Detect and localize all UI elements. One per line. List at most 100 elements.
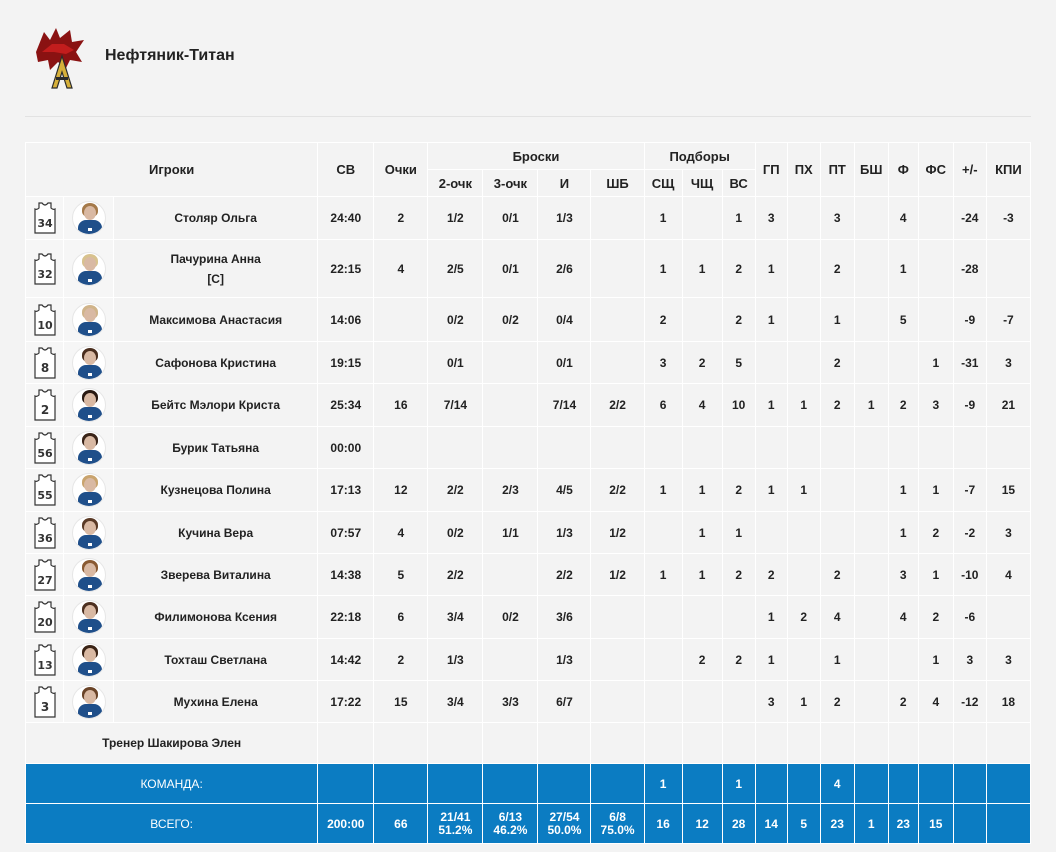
- stat-fg2: 0/1: [427, 341, 484, 384]
- stat-blk: [853, 341, 889, 384]
- player-row[interactable]: 36 Кучина Вера 07:57 4 0/2 1/1 1/3 1/2 1 1 1 2 -2 3: [24, 511, 1032, 554]
- player-name[interactable]: Столяр Ольга: [174, 211, 257, 225]
- fd-header[interactable]: ФС: [917, 142, 954, 197]
- stat-ft: [590, 297, 645, 342]
- avatar[interactable]: [71, 600, 106, 634]
- players-header[interactable]: Игроки: [24, 142, 319, 197]
- stat-pts: 6: [373, 595, 429, 639]
- player-name-cell[interactable]: Тохташ Светлана: [113, 638, 319, 681]
- ast-header[interactable]: ГП: [754, 142, 788, 197]
- stat-ft: 2/2: [590, 468, 645, 512]
- jersey-number: 34: [24, 196, 65, 240]
- avatar[interactable]: [71, 684, 106, 719]
- treb-header[interactable]: ВС: [721, 169, 756, 197]
- stl-header[interactable]: ПХ: [786, 142, 821, 197]
- dreb-header[interactable]: ЧЩ: [681, 169, 723, 197]
- ft-header[interactable]: ШБ: [590, 169, 645, 197]
- stat-pts: [373, 426, 429, 469]
- stat-treb: 2: [721, 553, 756, 596]
- stat-oreb: [643, 426, 683, 469]
- player-name-cell[interactable]: Пачурина Анна [C]: [113, 239, 319, 298]
- jersey-number-text: 2: [40, 403, 48, 417]
- player-name[interactable]: Пачурина Анна: [170, 251, 261, 266]
- stat-tov: 2: [819, 239, 855, 298]
- stat-dreb: 2: [681, 638, 723, 681]
- player-name[interactable]: Кузнецова Полина: [160, 483, 271, 497]
- player-name-cell[interactable]: Филимонова Ксения: [113, 595, 319, 639]
- player-name[interactable]: Тохташ Светлана: [164, 652, 267, 667]
- fg-header[interactable]: И: [537, 169, 592, 197]
- stat-ast: 1: [754, 383, 788, 427]
- player-row[interactable]: 20 Филимонова Ксения 22:18 6 3/4 0/2 3/6 1 2 4 4 2-…: [24, 595, 1032, 639]
- avatar[interactable]: [71, 515, 106, 550]
- player-row[interactable]: 55 Кузнецова Полина 17:13 12 2/2 2/3 4/5 2/2 1 1 2…: [24, 468, 1032, 512]
- jersey-number: 13: [24, 638, 65, 681]
- avatar[interactable]: [71, 642, 106, 677]
- player-name-cell[interactable]: Мухина Елена: [113, 680, 319, 723]
- stat-eff: 3: [985, 341, 1032, 384]
- stat-tov: [819, 426, 855, 469]
- stat-treb: [721, 680, 756, 723]
- pts-header[interactable]: Очки: [373, 142, 429, 197]
- player-name[interactable]: Филимонова Ксения: [154, 610, 277, 624]
- stat-eff: 3: [985, 638, 1032, 681]
- player-row[interactable]: 8 Сафонова Кристина 19:15 0/1 0/1 3 2 5 2 1 -31 3: [24, 341, 1032, 384]
- stat-fd: 2: [917, 595, 954, 639]
- avatar[interactable]: [71, 345, 106, 380]
- stat-fg3: 1/1: [482, 511, 539, 554]
- player-name-cell[interactable]: Кучина Вера: [113, 511, 319, 554]
- player-name[interactable]: Максимова Анастасия: [149, 312, 283, 327]
- min-header[interactable]: СВ: [317, 142, 375, 197]
- avatar[interactable]: [71, 473, 106, 507]
- oreb-header[interactable]: СЩ: [643, 169, 683, 197]
- jersey-icon: 36: [33, 516, 56, 549]
- stat-dreb: [681, 196, 723, 240]
- avatar[interactable]: [71, 430, 106, 465]
- stat-blk: 1: [853, 383, 889, 427]
- tov-header[interactable]: ПТ: [819, 142, 855, 197]
- pf-header[interactable]: Ф: [887, 142, 919, 197]
- player-name-cell[interactable]: Кузнецова Полина: [113, 468, 319, 512]
- player-name-cell[interactable]: Зверева Виталина: [113, 553, 319, 596]
- player-name[interactable]: Кучина Вера: [178, 525, 254, 540]
- stat-oreb: 1: [643, 196, 683, 240]
- stat-fg: 0/1: [537, 341, 592, 384]
- player-name-cell[interactable]: Максимова Анастасия: [113, 297, 319, 342]
- stat-ft: [590, 680, 645, 723]
- player-row[interactable]: 2 Бейтс Мэлори Криста 25:34 16 7/14 7/14 2/2 6 4…: [24, 383, 1032, 427]
- player-row[interactable]: 32 Пачурина Анна [C] 22:15 4 2/5 0/1 2/6 1 1 2 1 2 1-…: [24, 239, 1032, 298]
- eff-header[interactable]: КПИ: [985, 142, 1032, 197]
- player-row[interactable]: 34 Столяр Ольга 24:40 2 1/2 0/1 1/3 1 1 3 3 4 -24 -3: [24, 196, 1032, 240]
- player-name[interactable]: Зверева Виталина: [160, 567, 271, 582]
- player-row[interactable]: 13 Тохташ Светлана 14:42 2 1/3 1/3 2 2 1 1 1 3 3: [24, 638, 1032, 681]
- player-name[interactable]: Сафонова Кристина: [155, 355, 277, 370]
- team-ast: [754, 763, 788, 804]
- avatar[interactable]: [71, 388, 106, 422]
- fg3-header[interactable]: 3-очк: [482, 169, 539, 197]
- player-row[interactable]: 56 Бурик Татьяна 00:00: [24, 426, 1032, 469]
- stat-fg: [537, 426, 592, 469]
- avatar[interactable]: [71, 251, 106, 286]
- avatar[interactable]: [71, 557, 106, 592]
- stat-fg3: [482, 553, 539, 596]
- player-name[interactable]: Бурик Татьяна: [172, 440, 260, 455]
- jersey-icon: 3: [33, 685, 56, 718]
- team-row: КОМАНДА: 1 1 4: [24, 763, 1032, 804]
- player-row[interactable]: 10 Максимова Анастасия 14:06 0/2 0/2 0/4 2 2 1 1 5…: [24, 297, 1032, 342]
- player-name[interactable]: Бейтс Мэлори Криста: [151, 398, 281, 412]
- stat-pts: 2: [373, 638, 429, 681]
- blk-header[interactable]: БШ: [853, 142, 889, 197]
- pm-header[interactable]: +/-: [952, 142, 987, 197]
- stat-ft: [590, 595, 645, 639]
- avatar[interactable]: [71, 201, 106, 235]
- fg2-header[interactable]: 2-очк: [427, 169, 484, 197]
- avatar[interactable]: [71, 302, 106, 337]
- player-name-cell[interactable]: Бейтс Мэлори Криста: [113, 383, 319, 427]
- player-name-cell[interactable]: Бурик Татьяна: [113, 426, 319, 469]
- player-row[interactable]: 27 Зверева Виталина 14:38 5 2/2 2/2 1/2 1 1 2 2 2 3 1…: [24, 553, 1032, 596]
- player-row[interactable]: 3 Мухина Елена 17:22 15 3/4 3/3 6/7 3 1 2 2 4 -12 18: [24, 680, 1032, 723]
- stat-min: 00:00: [317, 426, 375, 469]
- player-name-cell[interactable]: Столяр Ольга: [113, 196, 319, 240]
- player-name[interactable]: Мухина Елена: [173, 694, 258, 709]
- player-name-cell[interactable]: Сафонова Кристина: [113, 341, 319, 384]
